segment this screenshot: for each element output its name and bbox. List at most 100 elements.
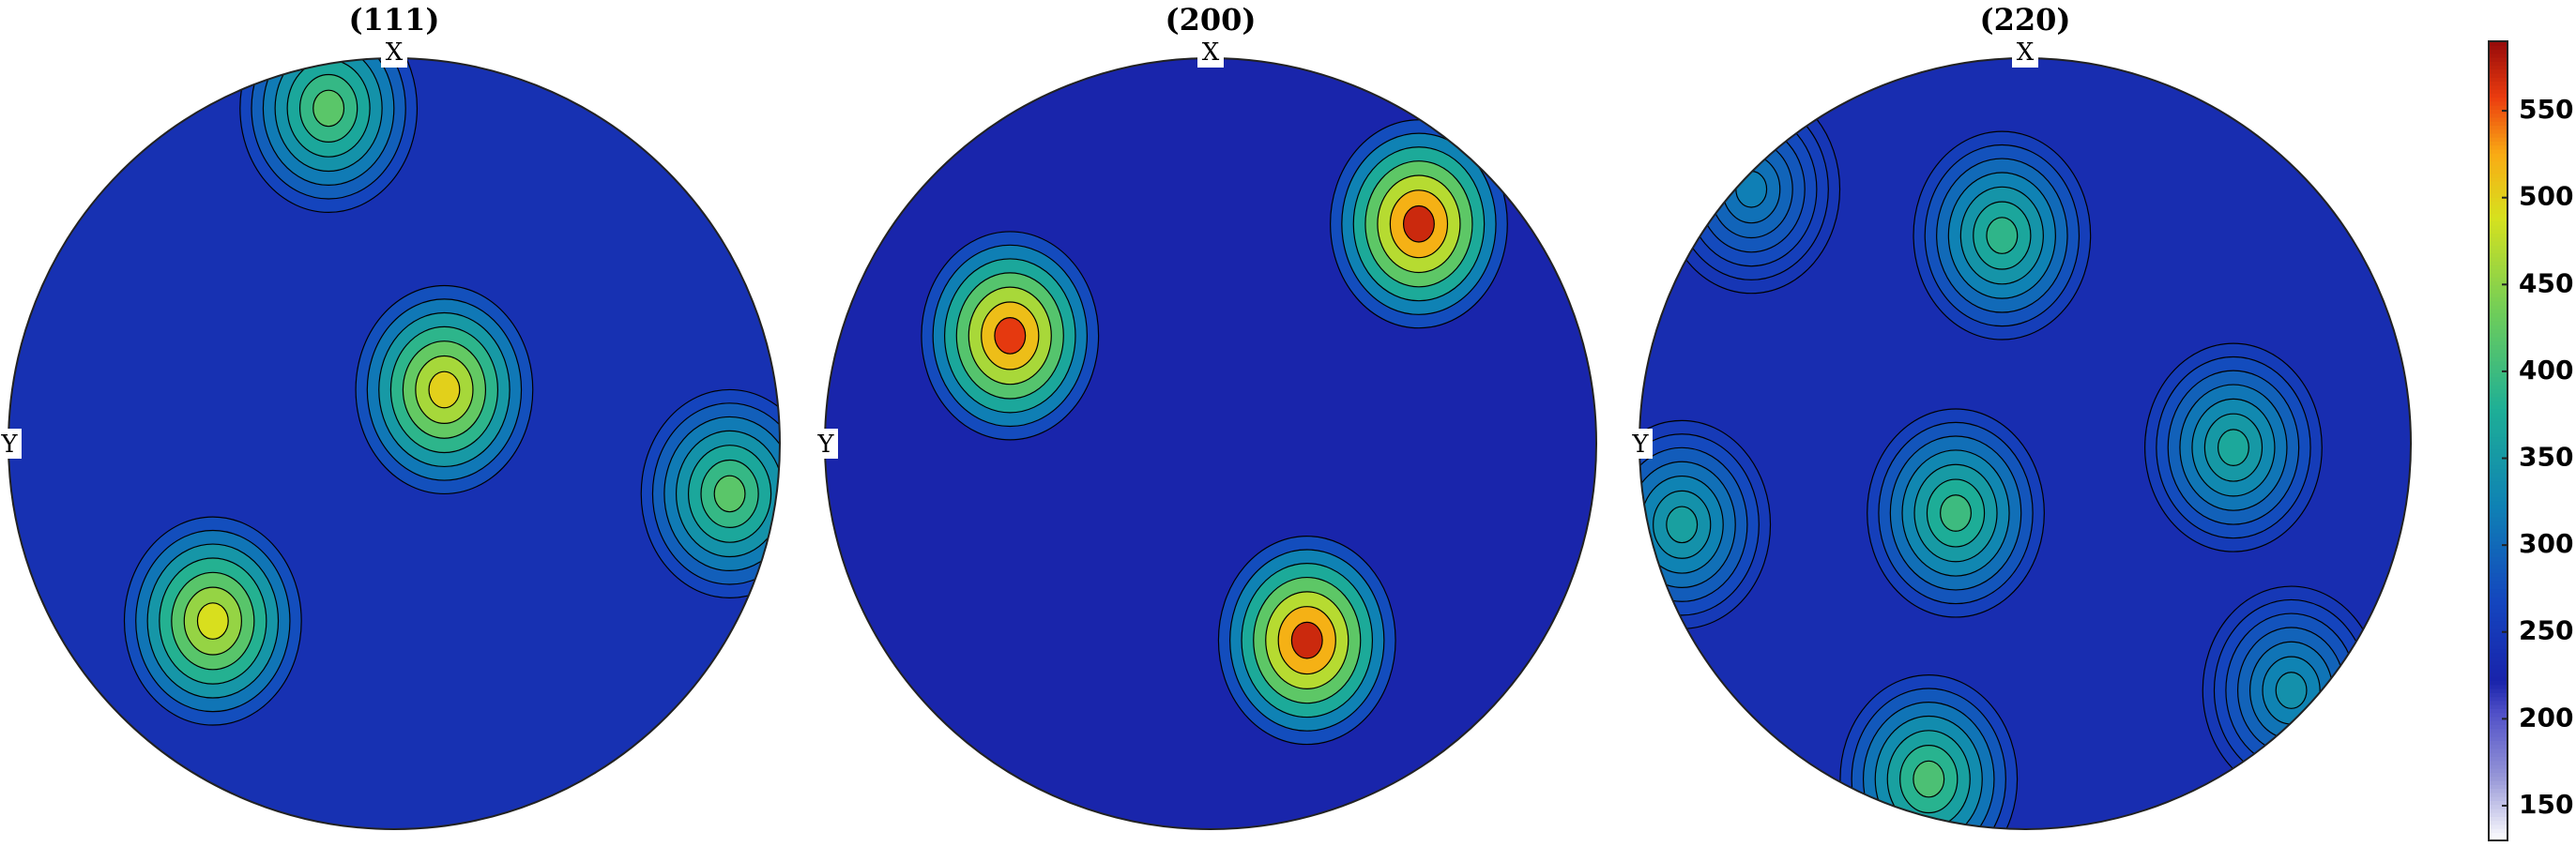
colorbar-step bbox=[2489, 53, 2507, 58]
colorbar-step bbox=[2489, 816, 2507, 822]
colorbar-step bbox=[2489, 197, 2507, 202]
colorbar-step bbox=[2489, 61, 2507, 67]
peak bbox=[196, 602, 229, 640]
colorbar-step bbox=[2489, 528, 2507, 534]
colorbar-step bbox=[2489, 652, 2507, 658]
colorbar-step bbox=[2489, 744, 2507, 749]
colorbar-step bbox=[2489, 780, 2507, 785]
colorbar-step bbox=[2489, 620, 2507, 626]
colorbar-step bbox=[2489, 356, 2507, 362]
colorbar-step bbox=[2489, 752, 2507, 758]
colorbar-step bbox=[2489, 257, 2507, 262]
colorbar-step bbox=[2489, 540, 2507, 546]
pole-figure bbox=[8, 58, 780, 829]
colorbar-step bbox=[2489, 252, 2507, 258]
y-label: Y bbox=[816, 431, 834, 459]
colorbar-step bbox=[2489, 404, 2507, 410]
colorbar-step bbox=[2489, 676, 2507, 682]
colorbar-step bbox=[2489, 613, 2507, 617]
colorbar-step bbox=[2489, 328, 2507, 334]
colorbar-step bbox=[2489, 512, 2507, 518]
colorbar-step bbox=[2489, 445, 2507, 450]
colorbar-step bbox=[2489, 340, 2507, 346]
colorbar-step bbox=[2489, 712, 2507, 718]
colorbar-step bbox=[2489, 492, 2507, 498]
colorbar-step bbox=[2489, 448, 2507, 454]
colorbar-tick-label: 150 bbox=[2519, 789, 2573, 820]
colorbar-step bbox=[2489, 372, 2507, 378]
colorbar-step bbox=[2489, 321, 2507, 325]
colorbar-step bbox=[2489, 768, 2507, 774]
colorbar-step bbox=[2489, 41, 2507, 46]
colorbar-step bbox=[2489, 429, 2507, 433]
colorbar-step bbox=[2489, 113, 2507, 118]
colorbar-step bbox=[2489, 392, 2507, 398]
peak bbox=[1290, 621, 1323, 659]
colorbar-step bbox=[2489, 756, 2507, 762]
colorbar-step bbox=[2489, 89, 2507, 94]
colorbar-step bbox=[2489, 604, 2507, 610]
colorbar-step bbox=[2489, 337, 2507, 341]
colorbar-tick-label: 550 bbox=[2519, 94, 2573, 125]
colorbar-tick-label: 500 bbox=[2519, 181, 2573, 212]
colorbar-step bbox=[2489, 668, 2507, 673]
colorbar-step bbox=[2489, 105, 2507, 110]
title: (111) bbox=[348, 2, 439, 38]
colorbar-step bbox=[2489, 804, 2507, 809]
colorbar-step bbox=[2489, 309, 2507, 314]
colorbar-step bbox=[2489, 293, 2507, 298]
colorbar-step bbox=[2489, 249, 2507, 254]
colorbar-step bbox=[2489, 560, 2507, 566]
peak bbox=[1735, 170, 1768, 208]
colorbar-step bbox=[2489, 45, 2507, 51]
colorbar-step bbox=[2489, 588, 2507, 594]
colorbar-step bbox=[2489, 185, 2507, 190]
colorbar-step bbox=[2489, 496, 2507, 502]
colorbar-step bbox=[2489, 812, 2507, 817]
colorbar-step bbox=[2489, 332, 2507, 338]
peak bbox=[1402, 204, 1435, 243]
colorbar-step bbox=[2489, 416, 2507, 422]
colorbar-step bbox=[2489, 641, 2507, 645]
colorbar-step bbox=[2489, 736, 2507, 741]
colorbar-step bbox=[2489, 173, 2507, 178]
colorbar-step bbox=[2489, 673, 2507, 677]
y-label: Y bbox=[1631, 431, 1649, 459]
colorbar-step bbox=[2489, 376, 2507, 382]
colorbar-step bbox=[2489, 344, 2507, 350]
colorbar-step bbox=[2489, 740, 2507, 746]
colorbar-step bbox=[2489, 208, 2507, 214]
colorbar-step bbox=[2489, 544, 2507, 550]
colorbar-step bbox=[2489, 204, 2507, 210]
colorbar-step bbox=[2489, 556, 2507, 562]
colorbar-step bbox=[2489, 648, 2507, 654]
colorbar-step bbox=[2489, 592, 2507, 597]
x-label: X bbox=[2017, 38, 2035, 67]
colorbar-step bbox=[2489, 169, 2507, 174]
peak bbox=[1940, 494, 1972, 532]
colorbar-step bbox=[2489, 397, 2507, 401]
colorbar-step bbox=[2489, 581, 2507, 585]
colorbar-step bbox=[2489, 265, 2507, 270]
colorbar-step bbox=[2489, 300, 2507, 306]
colorbar-step bbox=[2489, 93, 2507, 98]
colorbar-step bbox=[2489, 401, 2507, 406]
colorbar-step bbox=[2489, 628, 2507, 633]
colorbar-step bbox=[2489, 657, 2507, 661]
colorbar-step bbox=[2489, 624, 2507, 629]
colorbar-step bbox=[2489, 568, 2507, 574]
colorbar-step bbox=[2489, 284, 2507, 290]
colorbar-step bbox=[2489, 65, 2507, 70]
colorbar-step bbox=[2489, 800, 2507, 806]
colorbar-step bbox=[2489, 457, 2507, 461]
colorbar-step bbox=[2489, 600, 2507, 606]
colorbar-step bbox=[2489, 385, 2507, 390]
y-label-box bbox=[0, 429, 22, 459]
colorbar-step bbox=[2489, 788, 2507, 794]
colorbar-tick-label: 450 bbox=[2519, 267, 2573, 298]
pole-figure bbox=[1639, 58, 2411, 829]
x-label: X bbox=[386, 38, 404, 67]
colorbar-tick-label: 200 bbox=[2519, 702, 2573, 733]
colorbar-step bbox=[2489, 680, 2507, 686]
colorbar-step bbox=[2489, 700, 2507, 705]
